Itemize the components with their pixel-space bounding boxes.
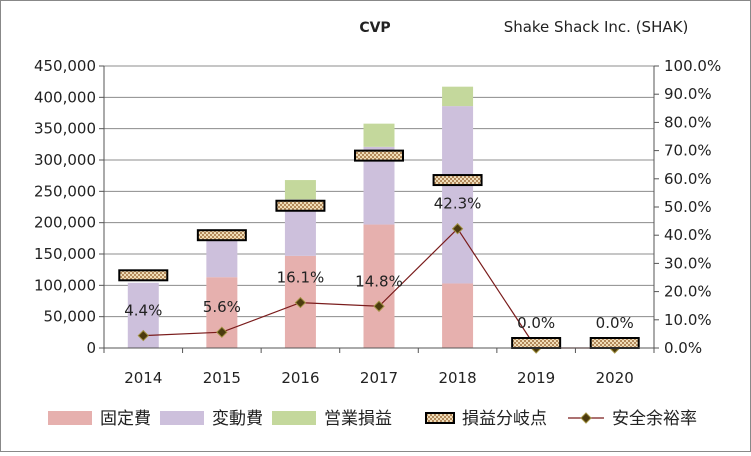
bar-segment bbox=[363, 123, 395, 147]
safety-margin-point bbox=[294, 296, 307, 309]
y-right-tick-label: 30.0% bbox=[664, 254, 712, 272]
y-left-tick-label: 100,000 bbox=[34, 276, 96, 294]
x-tick-label: 2017 bbox=[360, 369, 398, 387]
breakeven-marker bbox=[275, 199, 326, 212]
legend-swatch bbox=[48, 411, 92, 425]
x-tick-label: 2019 bbox=[517, 369, 555, 387]
legend-swatch-marker bbox=[580, 412, 592, 424]
legend-label: 営業損益 bbox=[324, 409, 392, 429]
safety-margin-point bbox=[216, 326, 228, 338]
x-tick-label: 2016 bbox=[281, 369, 319, 387]
bar-segment bbox=[206, 238, 238, 278]
y-right-tick-label: 70.0% bbox=[664, 142, 712, 160]
y-right-tick-label: 50.0% bbox=[664, 198, 712, 216]
bar-segment bbox=[442, 106, 474, 284]
y-right-tick-label: 20.0% bbox=[664, 283, 712, 301]
y-left-tick-label: 50,000 bbox=[44, 308, 97, 326]
chart-title: CVP bbox=[359, 20, 390, 36]
x-tick-label: 2020 bbox=[596, 369, 634, 387]
safety-margin-point bbox=[451, 223, 464, 235]
safety-margin-label: 16.1% bbox=[277, 269, 325, 287]
y-right-tick-label: 80.0% bbox=[664, 113, 712, 131]
legend-swatch bbox=[160, 411, 204, 425]
y-left-tick-label: 250,000 bbox=[34, 182, 96, 200]
bar-segment bbox=[363, 224, 395, 348]
stacked-bars bbox=[127, 86, 474, 348]
breakeven-marker bbox=[196, 229, 247, 242]
safety-margin-label: 0.0% bbox=[517, 314, 555, 332]
breakeven-marker bbox=[511, 337, 562, 349]
legend-label: 固定費 bbox=[100, 409, 151, 429]
safety-margin-point bbox=[137, 329, 149, 342]
y-left-tick-label: 300,000 bbox=[34, 151, 96, 169]
breakeven-marker bbox=[432, 174, 483, 187]
safety-margin-label: 14.8% bbox=[355, 272, 403, 290]
breakeven-marker bbox=[354, 149, 404, 162]
chart-subtitle: Shake Shack Inc. (SHAK) bbox=[504, 18, 689, 36]
y-left-tick-label: 400,000 bbox=[34, 88, 96, 106]
safety-margin-point bbox=[373, 300, 385, 312]
legend-label: 損益分岐点 bbox=[462, 409, 547, 429]
legend-label: 変動費 bbox=[212, 409, 263, 429]
axes: 0 50,000 100,000 150,000 200,000 250,000 300,0… bbox=[34, 57, 721, 387]
y-right-tick-label: 10.0% bbox=[664, 311, 712, 329]
y-left-tick-label: 150,000 bbox=[34, 245, 96, 263]
y-left-tick-label: 0 bbox=[86, 339, 96, 357]
safety-margin-label: 5.6% bbox=[203, 298, 241, 316]
legend: 固定費 変動費 営業損益 損益分岐点 安全余裕率 bbox=[48, 409, 697, 429]
legend-swatch bbox=[272, 411, 316, 425]
breakeven-marker bbox=[118, 269, 169, 282]
y-right-tick-label: 60.0% bbox=[664, 170, 712, 188]
data-labels: 4.4% 5.6% 16.1% 14.8% 42.3% 0.0% 0.0% bbox=[124, 195, 634, 332]
y-right-tick-label: 40.0% bbox=[664, 226, 712, 244]
x-tick-label: 2014 bbox=[124, 369, 162, 387]
bar-segment bbox=[442, 86, 474, 107]
y-right-tick-label: 90.0% bbox=[664, 85, 712, 103]
y-right-tick-label: 0.0% bbox=[664, 339, 702, 357]
legend-swatch bbox=[425, 412, 455, 424]
safety-margin-label: 0.0% bbox=[596, 314, 634, 332]
breakeven-markers bbox=[118, 149, 640, 349]
y-left-tick-label: 200,000 bbox=[34, 214, 96, 232]
safety-margin-label: 4.4% bbox=[124, 302, 162, 320]
safety-margin-label: 42.3% bbox=[434, 195, 482, 213]
bar-segment bbox=[442, 283, 474, 348]
breakeven-marker bbox=[589, 337, 640, 349]
y-left-tick-label: 350,000 bbox=[34, 120, 96, 138]
legend-label: 安全余裕率 bbox=[612, 409, 697, 429]
y-right-tick-label: 100.0% bbox=[664, 57, 721, 75]
x-tick-label: 2015 bbox=[203, 369, 241, 387]
bar-segment bbox=[284, 180, 316, 200]
y-left-tick-label: 450,000 bbox=[34, 57, 96, 75]
x-tick-label: 2018 bbox=[438, 369, 476, 387]
